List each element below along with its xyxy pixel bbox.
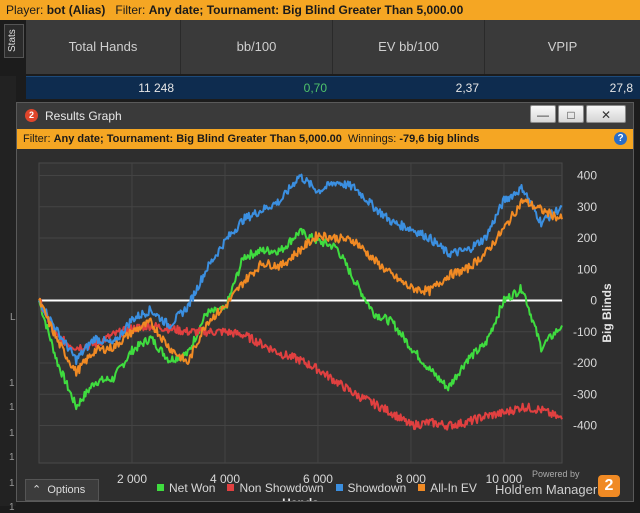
brand-name: Hold'em Manager (495, 482, 598, 497)
y-tick-label: 100 (577, 262, 597, 276)
hm2-brand-logo: 2 (598, 475, 620, 497)
player-value: bot (Alias) (46, 3, 106, 17)
y-tick-label: 300 (577, 200, 597, 214)
legend-label: All-In EV (430, 481, 477, 495)
x-tick-label: 10 000 (486, 472, 523, 486)
legend-label: Showdown (347, 481, 407, 495)
header-bb100[interactable]: bb/100 (181, 20, 333, 74)
header-total-hands[interactable]: Total Hands (26, 20, 181, 74)
options-button[interactable]: ⌃ Options (25, 479, 99, 501)
edge-digit: 1 (9, 478, 15, 489)
background-grid-edge: L 1 1 1 1 1 1 (0, 76, 16, 513)
table-row[interactable]: 11 248 0,70 2,37 27,8 (26, 76, 640, 99)
y-axis-label: Big Blinds (600, 283, 614, 343)
cell-vpip: 27,8 (609, 81, 633, 95)
options-label: Options (47, 484, 86, 496)
edge-digit: 1 (9, 452, 15, 463)
y-tick-label: -300 (573, 387, 597, 401)
series-line (38, 198, 563, 377)
cell-total-hands: 11 248 (138, 81, 174, 95)
results-graph-window: 2 Results Graph — □ ✕ Filter: Any date; … (16, 102, 634, 510)
cell-bb100: 0,70 (303, 81, 327, 95)
graph-filter-value: Any date; Tournament: Big Blind Greater … (53, 133, 342, 145)
chart-legend: Net Won Non Showdown Showdown All-In EV (157, 481, 489, 497)
y-tick-label: 400 (577, 169, 597, 183)
edge-digit: L (10, 312, 16, 323)
legend-swatch (335, 484, 343, 491)
cell-ev-bb100: 2,37 (455, 81, 479, 95)
x-tick-label: 6 000 (303, 472, 333, 486)
stats-table-header: Total Hands bb/100 EV bb/100 VPIP (26, 20, 640, 74)
edge-digit: 1 (9, 378, 15, 389)
plot-area: 2 000 4 000 6 000 8 000 10 000 400 300 200 100 0 -… (17, 149, 633, 510)
legend-swatch (227, 484, 235, 491)
legend-swatch (418, 484, 426, 491)
series-line (38, 227, 563, 411)
edge-digit: 1 (9, 402, 15, 413)
legend-item[interactable]: All-In EV (418, 481, 477, 495)
stats-tab-label: Stats (7, 29, 18, 52)
y-tick-label: 0 (590, 294, 597, 308)
plot-background (38, 162, 563, 464)
stats-side-tab[interactable]: Stats (4, 24, 24, 58)
legend-item[interactable]: Non Showdown (227, 481, 324, 495)
window-titlebar[interactable]: 2 Results Graph — □ ✕ (17, 103, 633, 129)
winnings-value: -79,6 big blinds (399, 133, 480, 145)
winnings-label: Winnings: (348, 133, 397, 145)
x-tick-label: 4 000 (210, 472, 240, 486)
filter-label: Filter: (115, 3, 146, 17)
results-chart: 2 000 4 000 6 000 8 000 10 000 400 300 200 100 0 -… (38, 162, 614, 510)
powered-by-text: Powered by (532, 469, 580, 479)
edge-digit: 1 (9, 428, 15, 439)
y-tick-label: -100 (573, 325, 597, 339)
y-tick-label: -200 (573, 356, 597, 370)
graph-filter-bar: Filter: Any date; Tournament: Big Blind … (17, 129, 633, 149)
player-label: Player: (6, 3, 44, 17)
graph-filter-label: Filter: (23, 133, 51, 145)
hm2-logo-icon: 2 (25, 109, 38, 122)
legend-swatch (157, 484, 164, 491)
chevron-up-icon: ⌃ (32, 484, 42, 496)
edge-digit: 1 (9, 502, 15, 513)
top-filter-bar: Player: bot (Alias) Filter: Any date; To… (0, 0, 640, 20)
x-tick-label: 8 000 (396, 472, 426, 486)
help-icon[interactable]: ? (614, 132, 627, 145)
minimize-button[interactable]: — (530, 105, 556, 123)
window-title: Results Graph (45, 109, 122, 123)
maximize-button[interactable]: □ (558, 105, 584, 123)
legend-label: Non Showdown (239, 481, 324, 495)
header-ev-bb100[interactable]: EV bb/100 (333, 20, 485, 74)
header-vpip[interactable]: VPIP (547, 39, 578, 54)
legend-item[interactable]: Showdown (335, 481, 407, 495)
y-tick-label: 200 (577, 231, 597, 245)
legend-item[interactable]: Net Won (157, 481, 215, 495)
filter-value: Any date; Tournament: Big Blind Greater … (148, 3, 464, 17)
y-tick-label: -400 (573, 419, 597, 433)
close-button[interactable]: ✕ (586, 105, 626, 123)
legend-label: Net Won (169, 481, 216, 495)
x-tick-label: 2 000 (117, 472, 147, 486)
series-line (38, 173, 563, 366)
